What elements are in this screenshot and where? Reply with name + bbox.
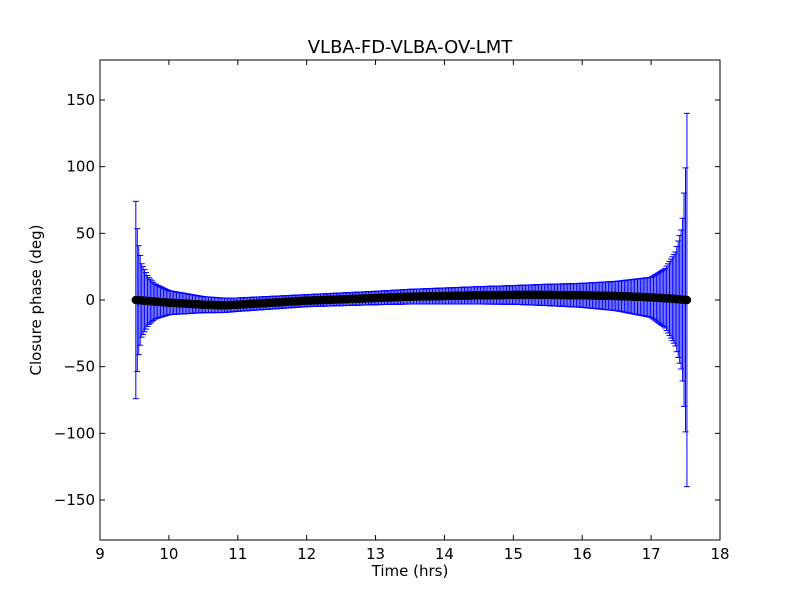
x-tick-label: 16 [573,545,592,563]
x-tick-label: 9 [95,545,105,563]
x-tick-label: 15 [504,545,523,563]
x-tick-label: 14 [435,545,454,563]
y-tick-label: 150 [66,91,95,109]
y-tick-label: −150 [54,491,95,509]
y-tick-label: 50 [76,224,95,242]
x-tick-label: 18 [710,545,729,563]
y-tick-label: 100 [66,158,95,176]
x-axis-ticks: 9 10 11 12 13 14 15 16 17 18 [95,60,730,563]
x-tick-label: 12 [297,545,316,563]
x-tick-label: 13 [366,545,385,563]
x-tick-label: 11 [228,545,247,563]
data-point-layer [131,290,692,310]
data-point [682,295,692,305]
y-tick-label: −50 [63,358,95,376]
x-tick-label: 10 [159,545,178,563]
y-tick-label: −100 [54,424,95,442]
chart-title: VLBA-FD-VLBA-OV-LMT [308,37,514,58]
y-axis-label: Closure phase (deg) [27,225,45,376]
y-axis-ticks: −150 −100 −50 0 50 100 150 [54,91,720,509]
x-axis-label: Time (hrs) [371,562,449,580]
x-tick-label: 17 [642,545,661,563]
y-tick-label: 0 [85,291,95,309]
